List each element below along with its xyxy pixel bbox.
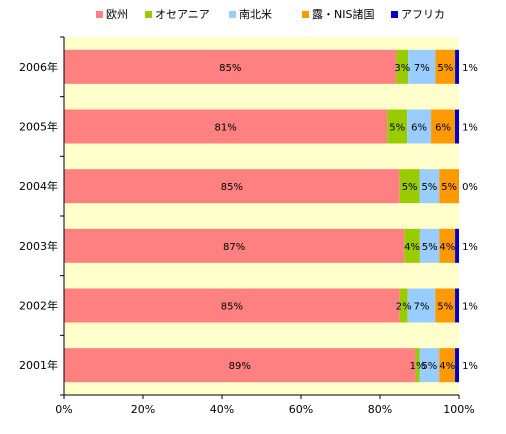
data-label-4-5: 5% [437,302,453,313]
data-label-1-2: 81% [214,123,236,134]
bar-segment-5-1 [455,49,459,84]
data-label-2-5: 2% [396,302,412,313]
bar-segment-4-4 [439,228,456,263]
legend-swatch-4 [302,10,309,18]
legend-swatch-3 [229,10,236,18]
bar-segment-5-4 [455,228,459,263]
bar-segment-3-6 [419,348,440,383]
data-label-4-6: 4% [439,361,455,372]
bar-segment-1-1 [64,49,397,84]
category-label-4: 2003年 [19,239,58,253]
bar-segment-3-3 [419,169,440,204]
legend-swatch-2 [145,10,152,18]
x-tick-label-6: 100% [443,403,474,416]
bar-segment-2-6 [415,348,420,383]
bar-segment-2-2 [387,109,408,144]
data-label-1-3: 85% [221,182,243,193]
x-tick-label-4: 60% [289,403,313,416]
legend-item-4: 露・NIS諸国 [302,6,374,22]
bar-segment-1-6 [64,348,416,383]
x-tick-label-5: 80% [368,403,392,416]
bar-segment-3-5 [407,288,436,323]
data-label-1-1: 85% [219,63,241,74]
bar-segment-5-6 [455,348,459,383]
x-tick-label-2: 20% [131,403,155,416]
bar-segment-2-3 [399,169,420,204]
data-label-3-5: 7% [414,302,430,313]
category-label-1: 2006年 [19,60,58,74]
data-label-1-6: 89% [229,361,251,372]
legend-item-1: 欧州 [96,6,128,22]
bar-segment-1-5 [64,288,400,323]
legend-label-3: 南北米 [239,8,272,21]
bar-segment-2-5 [399,288,408,323]
data-label-1-4: 87% [223,242,245,253]
chart-legend: 欧州 オセアニア 南北米 露・NIS諸国 アフリカ [0,6,506,26]
category-label-6: 2001年 [19,358,58,372]
bar-segment-4-5 [435,288,456,323]
data-label-4-4: 4% [439,242,455,253]
data-label-5-2: 1% [462,123,478,134]
data-label-5-1: 1% [462,63,478,74]
data-label-2-6: 1% [410,361,426,372]
data-label-2-1: 3% [394,63,410,74]
bar-segment-3-4 [419,228,440,263]
data-label-2-2: 5% [389,123,405,134]
bar-segment-2-1 [396,49,409,84]
legend-swatch-1 [96,10,103,18]
bar-segment-5-5 [455,288,459,323]
bar-segment-4-1 [435,49,456,84]
legend-swatch-5 [391,10,398,18]
category-label-5: 2002年 [19,299,58,313]
data-label-2-3: 5% [402,182,418,193]
bar-segment-5-2 [455,109,459,144]
data-label-3-6: 5% [421,361,437,372]
category-label-3: 2004年 [19,179,58,193]
legend-label-2: オセアニア [155,8,210,21]
data-label-3-3: 5% [421,182,437,193]
bar-segment-4-2 [431,109,456,144]
legend-label-1: 欧州 [106,8,128,21]
data-label-3-2: 6% [411,123,427,134]
bar-segment-1-3 [64,169,400,204]
bar-segment-1-4 [64,228,405,263]
data-label-3-4: 5% [422,242,438,253]
x-tick-label-3: 40% [210,403,234,416]
data-label-4-2: 6% [435,123,451,134]
category-label-2: 2005年 [19,120,58,134]
bar-segment-3-1 [408,49,436,84]
bar-segment-3-2 [407,109,432,144]
legend-item-3: 南北米 [229,6,272,22]
data-label-5-5: 1% [462,302,478,313]
bar-segment-1-2 [64,109,388,144]
bar-segment-4-6 [439,348,456,383]
data-label-5-6: 1% [462,361,478,372]
legend-item-2: オセアニア [145,6,210,22]
data-label-3-1: 7% [414,63,430,74]
bar-segment-4-3 [439,169,459,204]
bar-segment-2-4 [404,228,420,263]
legend-item-5: アフリカ [391,6,445,22]
data-label-5-4: 1% [462,242,478,253]
x-tick-label-1: 0% [55,403,72,416]
data-label-1-5: 85% [221,302,243,313]
data-label-2-4: 4% [404,242,420,253]
data-label-5-3: 0% [462,182,478,193]
plot-area [64,37,459,395]
data-label-4-3: 5% [441,182,457,193]
data-label-4-1: 5% [437,63,453,74]
legend-label-4: 露・NIS諸国 [312,8,375,21]
legend-label-5: アフリカ [401,8,445,21]
